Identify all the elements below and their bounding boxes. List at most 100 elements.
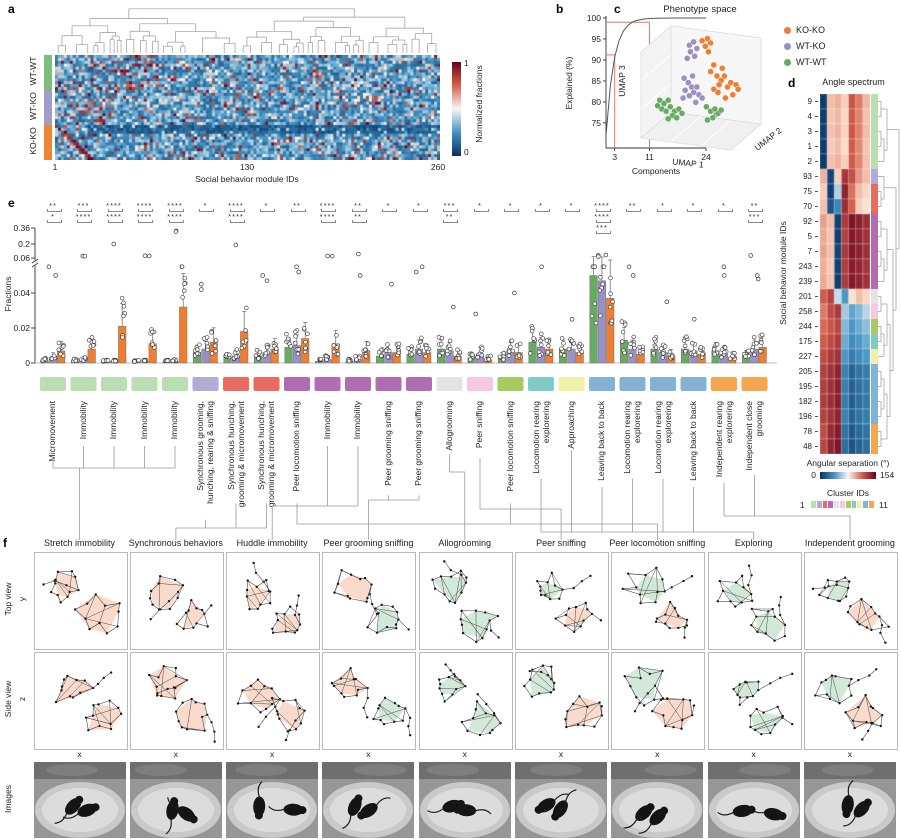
keypoint	[270, 687, 274, 690]
legend-dot-wtwt	[784, 58, 791, 66]
keypoint	[759, 732, 763, 736]
data-point	[506, 349, 512, 354]
d-cluster-cell	[871, 139, 878, 154]
c-point-wt-ko	[686, 42, 693, 49]
data-point	[468, 357, 473, 362]
c-point-wt-wt	[660, 100, 668, 107]
data-point	[486, 357, 492, 362]
outlier-point	[664, 299, 670, 304]
keypoint	[447, 675, 450, 679]
keypoint	[67, 590, 71, 594]
keypoint	[53, 582, 56, 585]
keypoint	[200, 715, 204, 719]
c-point-wt-wt	[704, 116, 711, 124]
significance-mark: ****	[106, 201, 122, 210]
keypoint	[860, 597, 863, 601]
d-cluster-cell	[871, 424, 878, 439]
significance-mark: **	[293, 201, 301, 210]
bar-ko-ko	[118, 326, 127, 364]
keypoint	[811, 587, 815, 591]
outlier-point	[199, 281, 204, 287]
c-point-wt-ko	[681, 87, 689, 94]
keypoint	[396, 610, 399, 614]
data-point	[409, 351, 415, 357]
module-id-label: 1	[807, 141, 812, 151]
b-ytick: 95	[592, 34, 602, 44]
keypoint	[248, 607, 251, 611]
pose-panel-top	[611, 552, 706, 650]
outlier-point	[539, 264, 544, 269]
significance-mark: ****	[319, 212, 336, 221]
module-id-tick	[815, 191, 818, 192]
keypoint	[731, 687, 735, 691]
keypoint	[97, 724, 101, 728]
video-frame	[418, 762, 511, 838]
c-point-ko-ko	[714, 89, 722, 96]
data-point	[445, 348, 450, 354]
cluster-box	[497, 377, 524, 391]
data-point	[610, 299, 615, 304]
significance-mark: ***	[596, 223, 608, 232]
keypoint	[879, 724, 882, 728]
keypoint	[599, 619, 603, 622]
module-id-label: 244	[798, 321, 812, 331]
d-cluster-cell	[871, 184, 878, 199]
keypoint	[176, 596, 179, 600]
d-cluster-cell	[871, 379, 878, 394]
keypoint	[74, 678, 78, 682]
keypoint	[721, 589, 724, 593]
keypoint	[355, 694, 359, 697]
keypoint	[438, 682, 442, 686]
outlier-point	[111, 241, 117, 247]
pose-x-axis-label: x	[751, 749, 756, 759]
data-point	[51, 353, 57, 359]
c-point-wt-ko	[686, 92, 693, 100]
keypoint	[869, 605, 873, 609]
keypoint	[530, 695, 534, 698]
keypoint	[548, 597, 552, 601]
significance-mark: ***	[443, 201, 456, 210]
keypoint	[147, 673, 151, 677]
data-point	[619, 339, 625, 344]
keypoint	[466, 729, 469, 733]
keypoint	[41, 583, 45, 586]
keypoint	[656, 617, 659, 620]
keypoint	[768, 682, 772, 685]
keypoint	[546, 580, 549, 584]
data-point	[417, 349, 422, 354]
data-point	[363, 354, 369, 359]
data-point	[607, 304, 613, 310]
keypoint	[651, 709, 654, 713]
data-point	[619, 319, 625, 324]
pose-panel-top-svg	[716, 564, 786, 642]
d-cluster-cell	[871, 169, 878, 184]
data-point	[475, 355, 480, 360]
significance-mark: *	[691, 201, 696, 210]
keypoint	[448, 600, 451, 603]
cluster-ids-last: 11	[879, 500, 888, 510]
mouse-body-fill	[148, 666, 187, 699]
keypoint	[563, 624, 567, 627]
keypoint	[766, 610, 770, 613]
significance-bracket	[199, 208, 214, 212]
keypoint	[745, 696, 748, 699]
significance-bracket	[107, 219, 123, 223]
keypoint	[294, 728, 298, 731]
c-point-wt-wt	[717, 106, 725, 114]
video-frame-svg	[707, 762, 800, 838]
pose-panel-top	[707, 552, 802, 650]
cluster-id-swatch	[851, 501, 857, 508]
c-point-ko-ko	[704, 35, 711, 42]
keypoint	[635, 696, 638, 699]
keypoint	[781, 714, 784, 718]
module-id-tick	[815, 341, 818, 342]
keypoint	[835, 583, 838, 586]
keypoint	[740, 601, 743, 604]
significance-mark: **	[354, 201, 362, 210]
c-point-wt-ko	[691, 53, 698, 60]
video-frame-svg	[129, 762, 222, 838]
pose-panel-side	[322, 652, 417, 750]
module-id-label: 196	[798, 411, 812, 421]
keypoint	[149, 589, 153, 593]
data-point	[149, 329, 155, 335]
